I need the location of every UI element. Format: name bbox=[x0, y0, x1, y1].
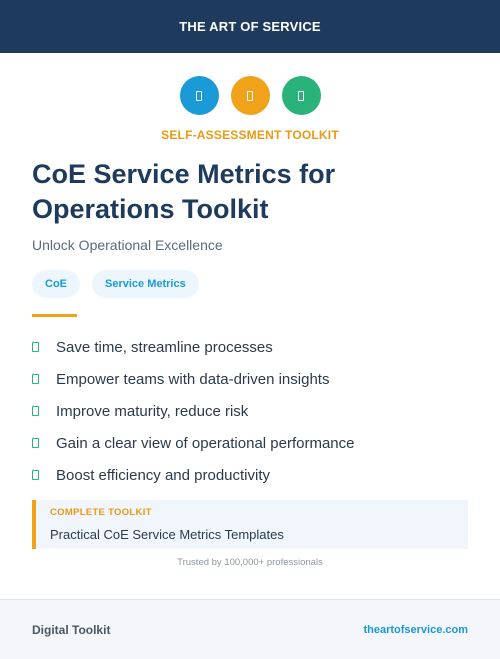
benefit-list: Save time, streamline processes Empower … bbox=[32, 331, 355, 491]
footer-label: Digital Toolkit bbox=[32, 622, 111, 637]
check-icon bbox=[32, 342, 39, 352]
website-link[interactable]: theartofservice.com bbox=[363, 623, 468, 636]
page-title: CoE Service Metrics for Operations Toolk… bbox=[32, 159, 336, 224]
divider bbox=[32, 314, 77, 317]
icon-row bbox=[0, 76, 500, 115]
check-icon bbox=[32, 438, 39, 448]
list-item: Save time, streamline processes bbox=[32, 331, 355, 363]
document-icon bbox=[230, 76, 270, 115]
callout-label: COMPLETE TOOLKIT bbox=[50, 507, 152, 518]
tag-list: CoE Service Metrics bbox=[32, 270, 199, 298]
list-item: Empower teams with data-driven insights bbox=[32, 363, 355, 395]
callout-value: Practical CoE Service Metrics Templates bbox=[50, 527, 284, 542]
document-icon bbox=[281, 76, 321, 115]
check-icon bbox=[32, 406, 39, 416]
tag: CoE bbox=[32, 270, 80, 298]
brand-name: THE ART OF SERVICE bbox=[179, 19, 321, 34]
header-bar: THE ART OF SERVICE bbox=[0, 0, 500, 53]
subtitle: Unlock Operational Excellence bbox=[32, 237, 223, 253]
document-icon bbox=[179, 76, 219, 115]
check-icon bbox=[32, 470, 39, 480]
footer: Digital Toolkit theartofservice.com bbox=[0, 599, 500, 659]
check-icon bbox=[32, 374, 39, 384]
list-item: Improve maturity, reduce risk bbox=[32, 395, 355, 427]
eyebrow-label: SELF-ASSESSMENT TOOLKIT bbox=[161, 128, 339, 142]
toolkit-callout: COMPLETE TOOLKIT Practical CoE Service M… bbox=[32, 500, 468, 549]
list-item: Gain a clear view of operational perform… bbox=[32, 427, 355, 459]
list-item: Boost efficiency and productivity bbox=[32, 459, 355, 491]
trust-note: Trusted by 100,000+ professionals bbox=[177, 557, 323, 568]
tag: Service Metrics bbox=[92, 270, 199, 298]
